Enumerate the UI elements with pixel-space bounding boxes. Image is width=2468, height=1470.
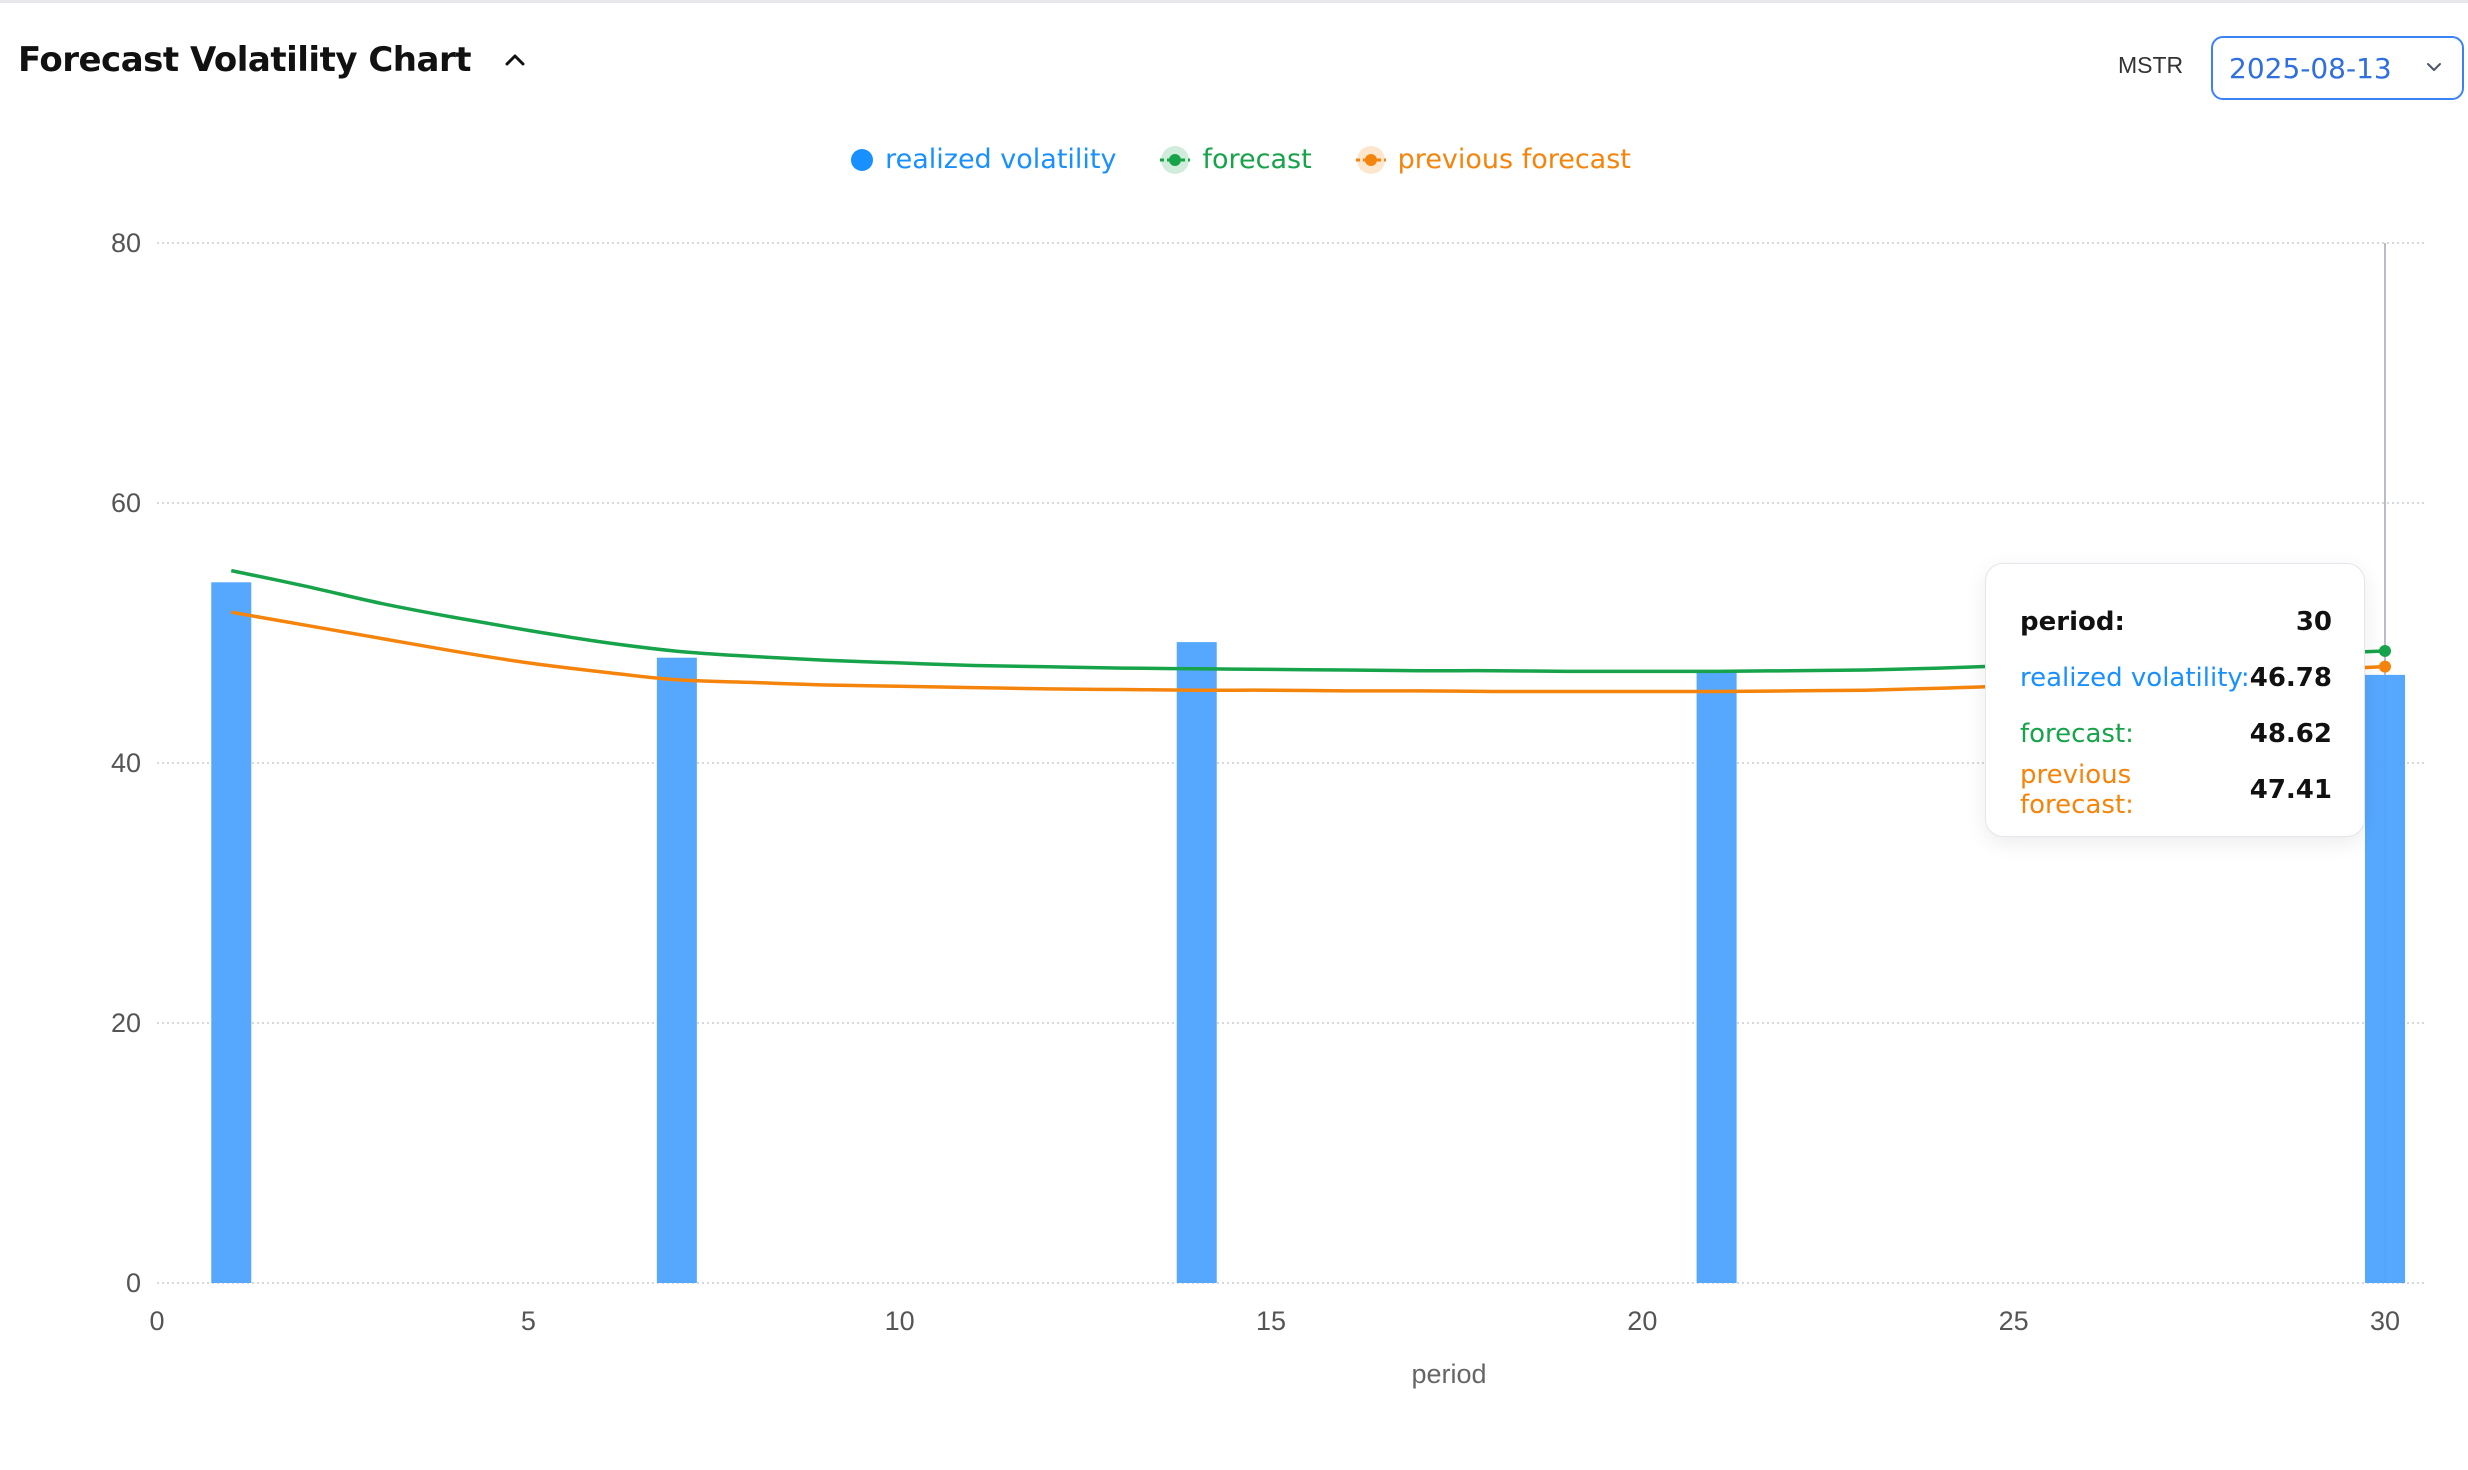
tooltip-value: 47.41	[2249, 775, 2332, 805]
line-dot-icon	[1355, 145, 1386, 174]
chart-legend: realized volatility forecast previous fo…	[0, 144, 2468, 175]
bar	[656, 657, 697, 1283]
tooltip-value: 30	[2295, 607, 2332, 637]
tooltip-value: 46.78	[2249, 663, 2332, 693]
chart-header: Forecast Volatility Chart	[18, 40, 533, 80]
ticker-label: MSTR	[2118, 52, 2184, 78]
hover-point	[2379, 644, 2391, 657]
tooltip-row-previous-forecast: previous forecast: 47.41	[2020, 760, 2332, 820]
page-title: Forecast Volatility Chart	[18, 40, 471, 80]
hover-point	[2379, 660, 2391, 673]
tooltip-label: period:	[2020, 607, 2125, 637]
tooltip-label: forecast:	[2020, 719, 2134, 749]
date-select-value: 2025-08-13	[2229, 51, 2392, 85]
y-tick-label: 20	[111, 1008, 141, 1038]
tooltip-label: previous forecast:	[2020, 760, 2134, 820]
tooltip-row-realized: realized volatility: 46.78	[2020, 650, 2332, 706]
legend-item-forecast[interactable]: forecast	[1158, 144, 1312, 175]
legend-item-realized-volatility[interactable]: realized volatility	[849, 144, 1116, 175]
chevron-up-icon	[505, 54, 525, 66]
y-tick-label: 40	[111, 748, 141, 778]
x-axis-label: period	[1411, 1359, 1486, 1389]
x-tick-label: 25	[1999, 1306, 2029, 1336]
bar	[211, 582, 252, 1283]
legend-label: realized volatility	[885, 144, 1117, 175]
tooltip-value: 48.62	[2249, 719, 2332, 749]
bar	[1176, 642, 1217, 1283]
y-tick-label: 80	[111, 228, 141, 258]
tooltip-row-forecast: forecast: 48.62	[2020, 706, 2332, 762]
x-tick-label: 5	[521, 1306, 536, 1336]
x-tick-label: 0	[149, 1306, 164, 1336]
x-tick-label: 30	[2370, 1306, 2400, 1336]
legend-label: previous forecast	[1397, 144, 1631, 175]
y-tick-label: 60	[111, 488, 141, 518]
tooltip-label: realized volatility:	[2020, 663, 2250, 693]
line-dot-icon	[1160, 145, 1191, 174]
dot-icon	[851, 148, 874, 171]
date-select[interactable]: 2025-08-13	[2211, 36, 2464, 100]
legend-item-previous-forecast[interactable]: previous forecast	[1354, 144, 1631, 175]
legend-label: forecast	[1202, 144, 1312, 175]
top-border	[0, 0, 2468, 3]
x-tick-label: 20	[1627, 1306, 1657, 1336]
collapse-toggle[interactable]	[497, 42, 533, 78]
chart-tooltip: period: 30 realized volatility: 46.78 fo…	[1985, 563, 2365, 837]
bar	[1696, 672, 1737, 1283]
tooltip-row-period: period: 30	[2020, 594, 2332, 650]
bar	[2365, 674, 2405, 1283]
chevron-down-icon	[2427, 63, 2441, 71]
x-tick-label: 10	[885, 1306, 915, 1336]
x-tick-label: 15	[1256, 1306, 1286, 1336]
y-tick-label: 0	[126, 1268, 141, 1298]
